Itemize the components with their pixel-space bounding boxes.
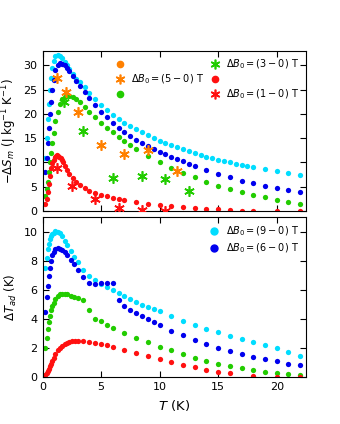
X-axis label: $T$ (K): $T$ (K) [158,398,190,413]
Legend: , $\Delta B_0 = (5-0)$ T, , $\Delta B_0 = (3-0)$ T, , $\Delta B_0 = (1-0)$ T: , $\Delta B_0 = (5-0)$ T, , $\Delta B_0 … [108,56,301,103]
Y-axis label: $\Delta T_{ad}$ (K): $\Delta T_{ad}$ (K) [3,273,19,321]
Legend: $\Delta B_0 = (9-0)$ T, $\Delta B_0 = (6-0)$ T: $\Delta B_0 = (9-0)$ T, $\Delta B_0 = (6… [202,222,301,257]
Y-axis label: $-\Delta S_m$ (J kg$^{-1}$ K$^{-1}$): $-\Delta S_m$ (J kg$^{-1}$ K$^{-1}$) [0,78,19,184]
